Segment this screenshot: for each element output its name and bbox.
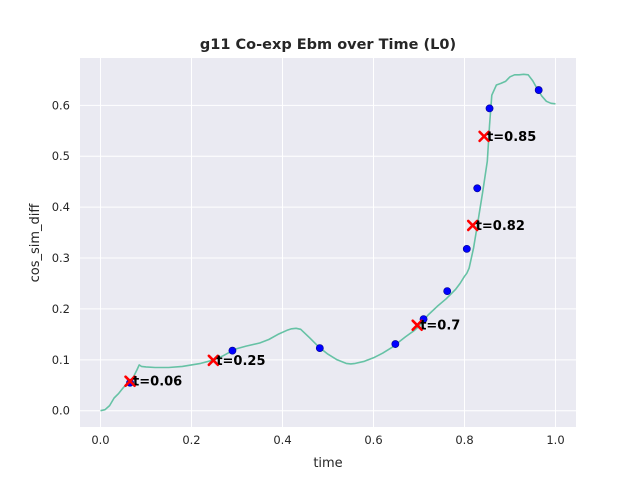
x-tick-label: 0.2 <box>182 433 200 447</box>
x-marker-icon <box>466 219 479 232</box>
annotation-marker: t=0.25 <box>207 354 266 369</box>
data-point <box>462 244 471 253</box>
annotation-marker: t=0.82 <box>466 219 525 234</box>
data-point <box>391 340 400 348</box>
x-tick-label: 0.8 <box>455 433 473 447</box>
x-marker-icon <box>124 375 136 387</box>
x-tick-label: 0.4 <box>273 433 291 447</box>
chart-title: g11 Co-exp Ebm over Time (L0) <box>200 37 456 53</box>
annotation-marker: t=0.7 <box>411 319 460 334</box>
x-marker-icon <box>411 319 423 332</box>
y-tick-label: 0.1 <box>52 353 70 367</box>
annotation-label: t=0.7 <box>420 319 460 334</box>
data-point <box>228 346 237 355</box>
annotation-label: t=0.25 <box>216 354 265 369</box>
axes: 0.0 0.2 0.4 0.6 0.8 1.0 0.0 0.1 0.2 0.3 0.4 0.5 0.6 <box>52 98 565 447</box>
y-tick-label: 0.4 <box>52 200 70 214</box>
grid <box>80 58 576 427</box>
annotation-marker: t=0.85 <box>478 130 536 145</box>
y-tick-label: 0.3 <box>52 251 70 265</box>
data-point <box>485 104 494 113</box>
x-marker-icon <box>478 130 490 143</box>
series-line-group <box>100 73 556 412</box>
data-point <box>443 287 452 296</box>
y-axis-label: cos_sim_diff <box>28 203 43 283</box>
annotation-label: t=0.82 <box>476 219 525 234</box>
plot-area <box>80 58 576 427</box>
annotation-marker: t=0.06 <box>124 375 182 390</box>
y-tick-label: 0.6 <box>52 98 70 112</box>
x-tick-label: 0.6 <box>364 433 382 447</box>
x-tick-label: 1.0 <box>546 433 564 447</box>
data-point <box>473 184 482 193</box>
y-tick-label: 0.2 <box>52 302 70 316</box>
scatter-points-group <box>126 86 543 387</box>
data-point <box>534 86 543 94</box>
x-axis-label: time <box>313 456 342 471</box>
annotation-markers-group: t=0.06 t=0.25 t=0.7 t=0.82 t=0.85 <box>124 130 536 390</box>
annotation-label: t=0.06 <box>133 375 182 390</box>
annotation-label: t=0.85 <box>487 130 536 145</box>
series-line <box>100 73 556 412</box>
y-tick-label: 0.5 <box>52 149 70 163</box>
y-tick-label: 0.0 <box>52 404 70 418</box>
data-point <box>315 344 324 353</box>
x-marker-icon <box>207 354 220 367</box>
x-tick-label: 0.0 <box>91 433 109 447</box>
